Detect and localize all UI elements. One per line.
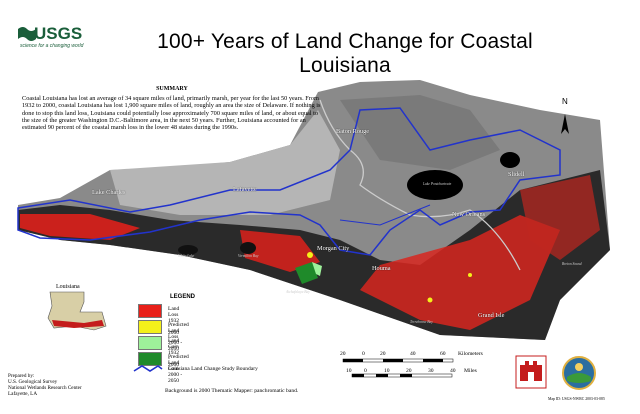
north-arrow-label: N: [562, 97, 568, 106]
legend-swatch-land-gain: [138, 336, 162, 350]
prepared-by: Prepared by: U.S. Geological Survey Nati…: [8, 373, 82, 397]
prepared-line: U.S. Geological Survey: [8, 379, 58, 385]
scale-mi-unit: Miles: [464, 368, 477, 374]
label-baton-rouge: Baton Rouge: [336, 128, 370, 135]
scale-bar: [342, 358, 454, 378]
label-vermilion-bay: Vermilion Bay: [238, 254, 259, 258]
usgs-logo-icon: [18, 27, 36, 41]
label-slidell: Slidell: [508, 171, 525, 178]
study-boundary: [17, 107, 561, 256]
prepared-line: Prepared by:: [8, 373, 35, 379]
inset-label: Louisiana: [56, 284, 80, 290]
land-loss-west: [20, 214, 140, 240]
scale-km-unit: Kilometers: [458, 351, 483, 357]
scale-km-tick: 60: [440, 351, 446, 357]
legend-swatch-predicted-gain: [138, 352, 162, 366]
legend-label-land-gain: Land Gain 1932 - 2000: [168, 338, 180, 368]
legend-boundary-icon: [133, 365, 163, 372]
la-dnr-seal-icon: [562, 356, 596, 390]
label-terrebonne-bay: Terrebonne Bay: [410, 320, 433, 324]
land-gain-atchafalaya: [295, 262, 318, 284]
land-loss-east: [360, 215, 560, 330]
legend-label-predicted-loss: Predicted Land Loss 2000 - 2050: [168, 322, 189, 352]
legend-title: LEGEND: [170, 294, 196, 300]
summary-box: SUMMARY Coastal Louisiana has lost an av…: [22, 86, 322, 131]
label-white-lake: White Lake: [178, 254, 195, 258]
legend-swatch-predicted-loss: [138, 320, 162, 334]
legend-label-boundary: Louisiana Land Change Study Boundary: [168, 366, 258, 372]
land-loss-central: [240, 230, 320, 272]
legend-label-land-loss: Land Loss 1932 - 2000: [168, 306, 180, 336]
usgs-logo-tagline: science for a changing world: [20, 43, 84, 49]
scale-mi-tick: 0: [364, 368, 367, 374]
label-lake-pontchartrain: Lake Pontchartrain: [423, 182, 452, 186]
scale-mi-tick: 40: [450, 368, 456, 374]
army-corps-seal-icon: [515, 355, 547, 389]
map-title: 100+ Years of Land Change for Coastal Lo…: [157, 30, 533, 77]
scale-mi-tick: 10: [346, 368, 352, 374]
scale-mi-tick: 20: [406, 368, 412, 374]
lake-pontchartrain: [407, 170, 463, 200]
label-new-orleans: New Orleans: [452, 211, 486, 218]
north-arrow-icon: [561, 114, 569, 134]
white-lake: [178, 245, 198, 255]
label-lafayette: Lafayette: [233, 186, 257, 193]
usgs-logo-wordmark: USGS: [34, 24, 83, 43]
legend-label-predicted-gain: Predicted Land Gain 2000 - 2050: [168, 354, 189, 384]
label-atchafalaya-bay: Atchafalaya Bay: [286, 290, 310, 294]
prepared-line: National Wetlands Research Center: [8, 385, 82, 391]
label-lake-charles: Lake Charles: [92, 189, 126, 196]
label-morgan-city: Morgan City: [317, 245, 350, 252]
label-houma: Houma: [372, 265, 391, 272]
scale-km-tick: 20: [380, 351, 386, 357]
map-id: Map ID: USGS-NWRC 2003-03-085: [548, 397, 605, 401]
scale-mi-tick: 10: [384, 368, 390, 374]
label-breton-sound: Breton Sound: [562, 262, 582, 266]
mississippi-river: [319, 99, 521, 271]
background-note: Background is 2000 Thematic Mapper: panc…: [165, 388, 299, 394]
summary-text: Coastal Louisiana has lost an average of…: [22, 95, 321, 132]
summary-title: SUMMARY: [156, 86, 188, 92]
scale-km-tick: 20: [340, 351, 346, 357]
scale-km-tick: 0: [362, 351, 365, 357]
label-grand-isle: Grand Isle: [478, 312, 505, 319]
scale-km-tick: 40: [410, 351, 416, 357]
prepared-line: Lafayette, LA: [8, 391, 38, 397]
legend-swatch-land-loss: [138, 304, 162, 318]
scale-mi-tick: 30: [428, 368, 434, 374]
louisiana-inset-map: [47, 291, 107, 331]
